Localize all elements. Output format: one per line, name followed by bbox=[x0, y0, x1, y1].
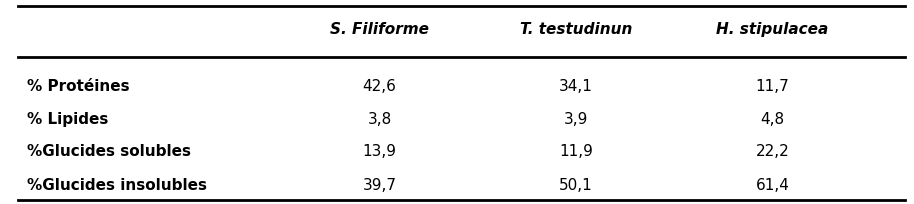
Text: 61,4: 61,4 bbox=[756, 178, 790, 193]
Text: H. stipulacea: H. stipulacea bbox=[717, 22, 829, 37]
Text: 42,6: 42,6 bbox=[363, 79, 397, 94]
Text: T. testudinun: T. testudinun bbox=[520, 22, 632, 37]
Text: 34,1: 34,1 bbox=[559, 79, 593, 94]
Text: 11,9: 11,9 bbox=[559, 144, 593, 160]
Text: 39,7: 39,7 bbox=[363, 178, 397, 193]
Text: 22,2: 22,2 bbox=[756, 144, 790, 160]
Text: 3,9: 3,9 bbox=[564, 112, 589, 127]
Text: 50,1: 50,1 bbox=[559, 178, 593, 193]
Text: % Protéines: % Protéines bbox=[27, 79, 130, 94]
Text: %Glucides solubles: %Glucides solubles bbox=[27, 144, 191, 160]
Text: %Glucides insolubles: %Glucides insolubles bbox=[27, 178, 207, 193]
Text: 13,9: 13,9 bbox=[363, 144, 397, 160]
Text: 11,7: 11,7 bbox=[756, 79, 790, 94]
Text: % Lipides: % Lipides bbox=[27, 112, 109, 127]
Text: S. Filiforme: S. Filiforme bbox=[330, 22, 429, 37]
Text: 3,8: 3,8 bbox=[367, 112, 392, 127]
Text: 4,8: 4,8 bbox=[760, 112, 784, 127]
